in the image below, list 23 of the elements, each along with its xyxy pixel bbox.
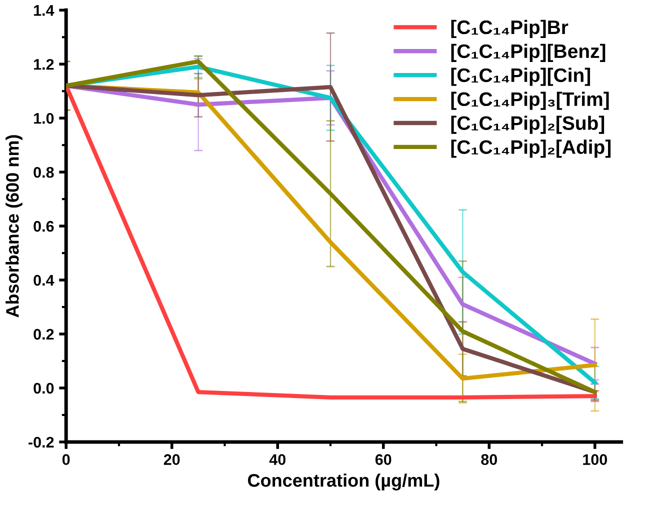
y-tick-label: 0.8 — [34, 166, 54, 178]
x-tick-label: 0 — [62, 454, 70, 465]
y-tick-label: 0.6 — [34, 220, 54, 232]
legend-label: [C₁C₁₄Pip][Benz] — [451, 44, 606, 62]
y-tick-label: 0.4 — [34, 274, 54, 286]
x-axis-title: Concentration (µg/mL) — [248, 474, 440, 490]
x-tick-label: 40 — [269, 454, 286, 465]
y-tick-label: 1.0 — [34, 112, 54, 124]
y-axis-title: Absorbance (600 nm) — [6, 135, 22, 318]
legend-label: [C₁C₁₄Pip]Br — [451, 20, 568, 38]
legend-label: [C₁C₁₄Pip]₂[Adip] — [451, 140, 611, 158]
x-tick-label: 80 — [481, 454, 498, 465]
y-tick-label: -0.2 — [28, 436, 54, 448]
legend-label: [C₁C₁₄Pip]₃[Trim] — [451, 92, 609, 110]
y-tick-label: 0.0 — [34, 382, 54, 394]
y-tick-label: 1.4 — [34, 5, 54, 16]
legend-label: [C₁C₁₄Pip]₂[Sub] — [451, 116, 604, 134]
x-tick-label: 20 — [164, 454, 180, 465]
x-tick-label: 100 — [583, 454, 608, 465]
legend-label: [C₁C₁₄Pip][Cin] — [451, 68, 590, 86]
y-tick-label: 0.2 — [34, 328, 54, 340]
x-tick-label: 60 — [375, 454, 392, 465]
y-tick-label: 1.2 — [34, 59, 54, 70]
